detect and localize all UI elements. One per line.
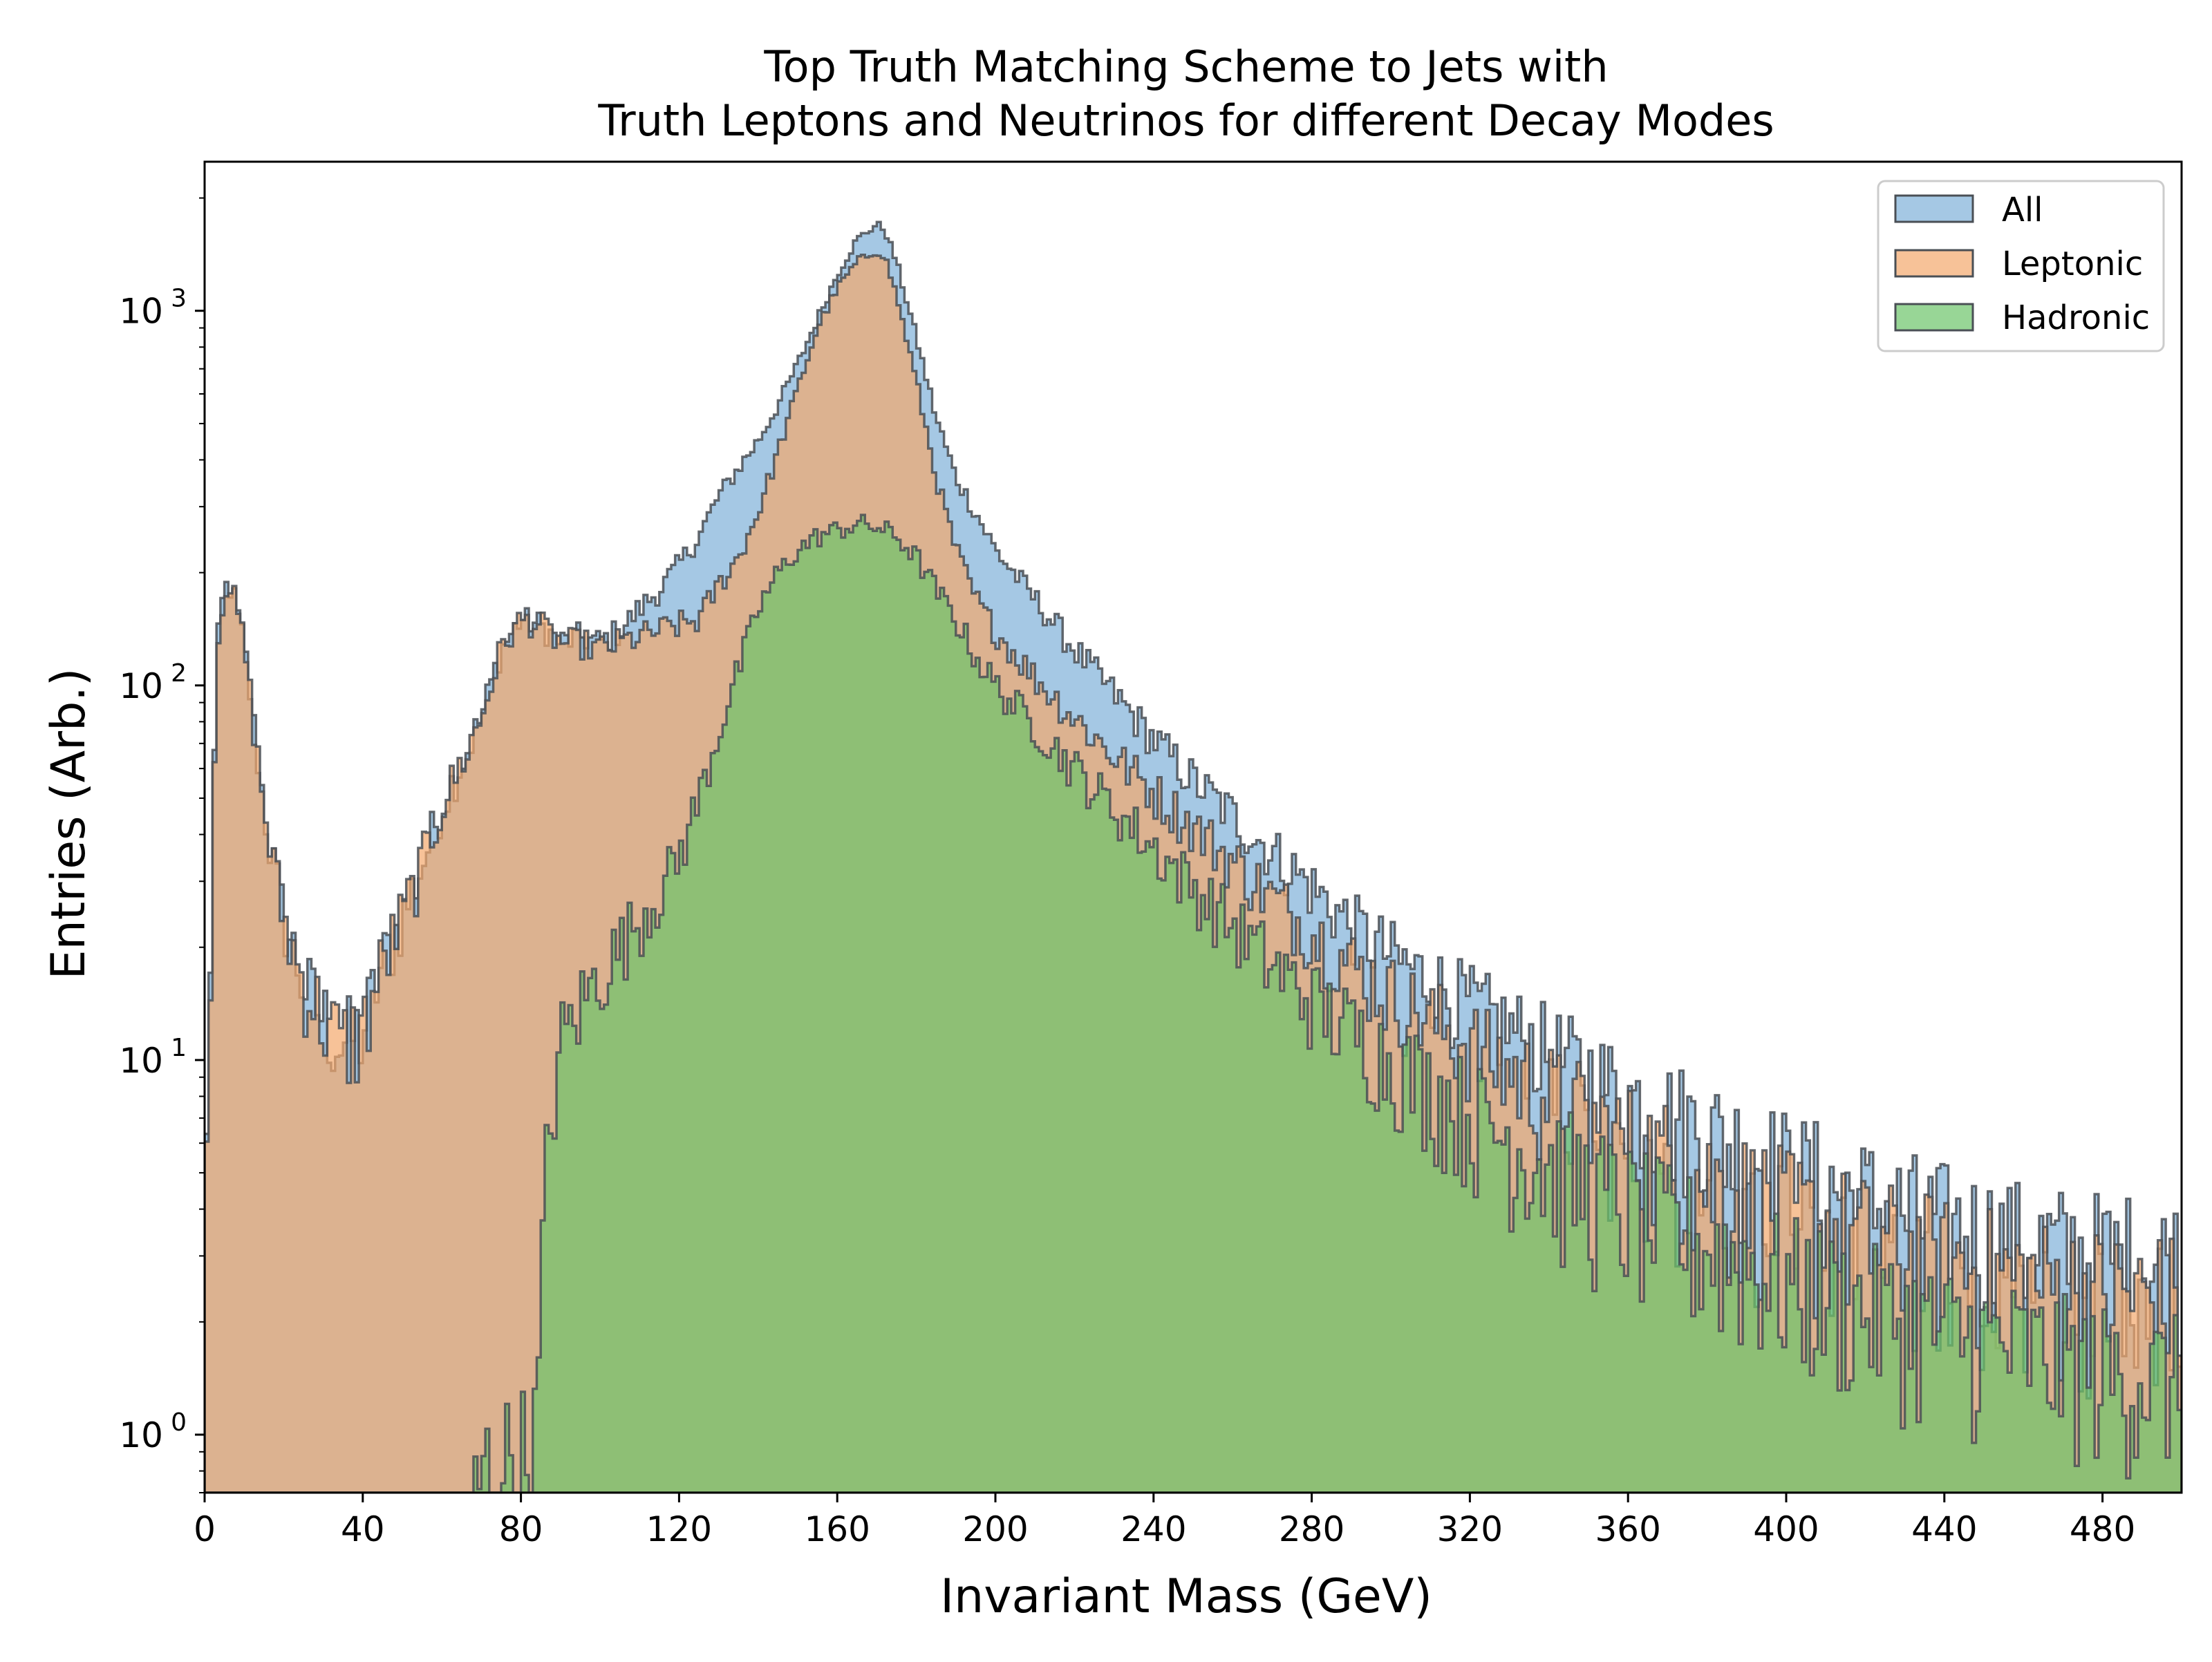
plot-series-group: [205, 220, 2182, 1493]
y-tick-label: 10: [119, 1415, 163, 1455]
plot-frame: [203, 160, 2183, 1494]
x-tick-label: 320: [1437, 1509, 1503, 1549]
plot-area: [205, 220, 2182, 1493]
y-axis-label: Entries (Arb.): [41, 668, 96, 980]
x-tick-label: 240: [1121, 1509, 1186, 1549]
legend-swatch-leptonic: [1894, 249, 1974, 278]
x-tick-label: 480: [2070, 1509, 2135, 1549]
y-tick-exponent: 1: [171, 1034, 187, 1062]
x-tick-label: 160: [804, 1509, 870, 1549]
x-tick-label: 280: [1279, 1509, 1344, 1549]
y-tick-label: 10: [119, 292, 163, 332]
legend-label-hadronic: Hadronic: [2002, 299, 2150, 337]
chart-title-line-2: Truth Leptons and Neutrinos for differen…: [597, 95, 1774, 146]
x-tick-label: 440: [1911, 1509, 1977, 1549]
chart-title-line-1: Top Truth Matching Scheme to Jets with: [763, 41, 1608, 92]
axes: 0 40 80 120 160 200 240 280 320 360 400 440 480 10 0 10…: [119, 160, 2183, 1549]
y-tick-exponent: 3: [171, 285, 187, 313]
x-tick-label: 120: [646, 1509, 712, 1549]
legend: All Leptonic Hadronic: [1877, 180, 2165, 352]
x-tick-label: 200: [962, 1509, 1028, 1549]
x-tick-label: 40: [341, 1509, 385, 1549]
y-tick-label: 10: [119, 666, 163, 706]
legend-swatch-hadronic: [1894, 303, 1974, 332]
y-tick-exponent: 2: [171, 659, 187, 688]
legend-swatch-all: [1894, 194, 1974, 223]
x-axis-label: Invariant Mass (GeV): [940, 1569, 1432, 1624]
x-tick-label: 360: [1595, 1509, 1660, 1549]
x-tick-label: 400: [1753, 1509, 1819, 1549]
y-tick-label: 10: [119, 1041, 163, 1081]
histogram-series-hadronic: [205, 513, 2182, 1493]
y-tick-exponent: 0: [171, 1408, 187, 1437]
legend-label-all: All: [2002, 191, 2043, 229]
x-tick-label: 0: [194, 1509, 216, 1549]
legend-label-leptonic: Leptonic: [2002, 245, 2143, 283]
x-tick-label: 80: [499, 1509, 543, 1549]
